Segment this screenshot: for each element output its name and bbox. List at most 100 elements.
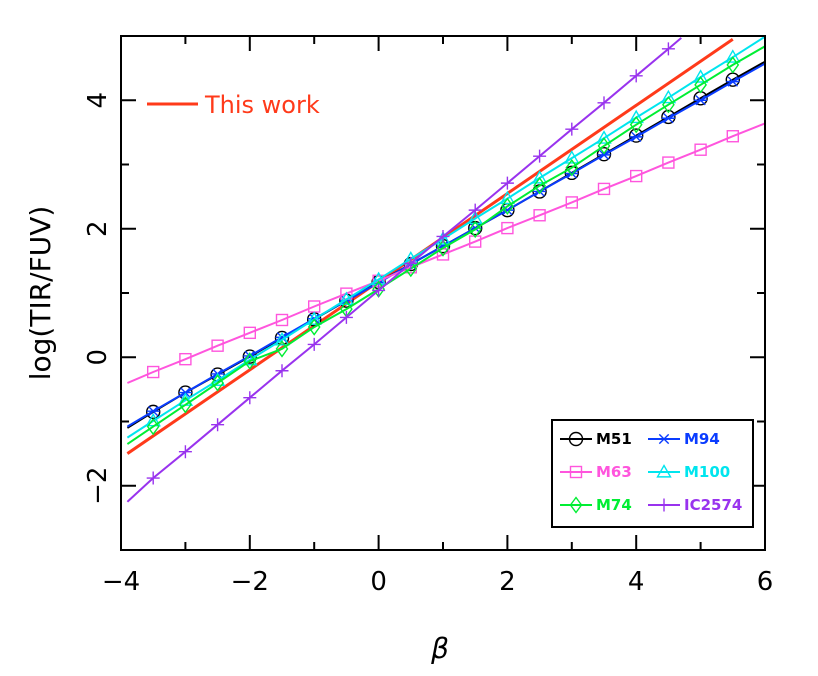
- point-m74: [275, 340, 289, 358]
- x-axis-title: β: [430, 632, 449, 665]
- point-m63: [211, 339, 224, 352]
- y-tick-label: 0: [83, 349, 113, 366]
- point-ic2574: [436, 229, 450, 243]
- point-ic2574: [661, 42, 675, 56]
- point-m74: [533, 177, 546, 195]
- point-m63: [501, 221, 514, 235]
- legend-swatch-marker: [568, 431, 584, 447]
- series-ic2574: [126, 37, 682, 503]
- point-ic2574: [275, 364, 289, 378]
- point-m100: [692, 69, 709, 83]
- legend-item-m63: M63: [560, 463, 632, 481]
- point-ic2574: [372, 283, 386, 297]
- point-m63: [662, 156, 675, 169]
- point-m74: [307, 318, 321, 336]
- x-tick-label: −2: [231, 567, 269, 597]
- point-m74: [597, 137, 611, 155]
- legend-swatch-marker: [569, 496, 583, 514]
- point-m74: [565, 159, 579, 177]
- legend-label: M100: [684, 463, 730, 481]
- point-ic2574: [533, 149, 547, 163]
- point-ic2574: [500, 176, 514, 190]
- point-m100: [274, 331, 290, 346]
- point-m51: [629, 128, 644, 143]
- point-m74: [146, 417, 160, 436]
- point-m100: [628, 109, 644, 124]
- point-ic2574: [339, 310, 353, 324]
- point-ic2574: [468, 203, 482, 217]
- legend-box: [551, 419, 754, 528]
- point-ic2574: [629, 69, 643, 83]
- legend-item-m51: M51: [560, 430, 632, 448]
- point-m94: [597, 149, 611, 161]
- point-m74: [726, 56, 740, 74]
- legend-label: M74: [596, 496, 632, 514]
- point-m63: [243, 326, 257, 340]
- x-tick-label: 6: [757, 567, 774, 597]
- point-m74: [629, 115, 643, 134]
- legend-item-m74: M74: [560, 496, 632, 514]
- series-layer: [126, 36, 765, 503]
- legend-label: M63: [596, 463, 632, 481]
- point-m63: [565, 196, 578, 209]
- y-axis-title: log(TIR/FUV): [24, 206, 57, 381]
- ticks-layer: [120, 35, 766, 551]
- x-tick-label: −4: [102, 567, 140, 597]
- point-m74: [179, 396, 192, 414]
- legend-item-ic2574: IC2574: [648, 496, 742, 514]
- legend-label: M51: [596, 430, 632, 448]
- point-ic2574: [211, 418, 225, 432]
- series-m74: [126, 45, 765, 445]
- point-ic2574: [178, 445, 192, 459]
- point-ic2574: [307, 337, 321, 351]
- point-m74: [694, 76, 707, 94]
- point-m63: [275, 313, 289, 327]
- point-m63: [179, 352, 192, 366]
- series-m63: [127, 122, 765, 384]
- point-m63: [630, 169, 643, 183]
- point-m74: [662, 96, 675, 114]
- point-ic2574: [404, 256, 418, 270]
- point-m94: [146, 406, 160, 417]
- point-m100: [306, 311, 322, 325]
- legend-label: M94: [684, 430, 720, 448]
- point-ic2574: [146, 471, 160, 485]
- point-m74: [243, 352, 257, 370]
- point-ic2574: [597, 96, 611, 110]
- point-m94: [694, 95, 708, 106]
- point-m63: [146, 365, 160, 379]
- point-m94: [629, 131, 643, 143]
- point-m94: [726, 76, 740, 87]
- point-m63: [533, 209, 546, 222]
- point-m100: [499, 190, 516, 205]
- legend-item-m94: M94: [648, 430, 720, 448]
- annotation-text: This work: [204, 91, 320, 119]
- x-tick-label: 4: [628, 567, 645, 597]
- point-m63: [694, 143, 707, 156]
- point-m100: [467, 210, 483, 225]
- series-line-m74: [126, 45, 765, 445]
- point-m74: [436, 239, 450, 257]
- point-m100: [338, 291, 355, 305]
- point-m100: [596, 130, 612, 144]
- y-tick-label: 2: [83, 220, 113, 237]
- legend: M51 M94 M63 M100 M74 IC2574: [551, 419, 754, 528]
- point-ic2574: [565, 122, 579, 136]
- point-m100: [564, 150, 580, 164]
- point-m74: [501, 197, 514, 215]
- ticklabel-layer: −4 −2 0 2 4 6 −2 0 2 4: [83, 92, 773, 597]
- point-ic2574: [243, 391, 257, 405]
- point-m74: [211, 374, 224, 392]
- legend-swatch-marker: [569, 465, 583, 479]
- legend-swatch-marker: [656, 464, 672, 478]
- legend-swatch-marker: [657, 498, 671, 512]
- x-tick-label: 2: [499, 567, 516, 597]
- point-m100: [531, 170, 548, 184]
- point-m94: [661, 113, 675, 124]
- legend-swatch-marker: [657, 433, 671, 445]
- x-tick-label: 0: [370, 567, 387, 597]
- legend-items: M51 M94 M63 M100 M74 IC2574: [560, 430, 742, 514]
- y-tick-label: 4: [83, 92, 113, 109]
- legend-item-m100: M100: [648, 463, 730, 481]
